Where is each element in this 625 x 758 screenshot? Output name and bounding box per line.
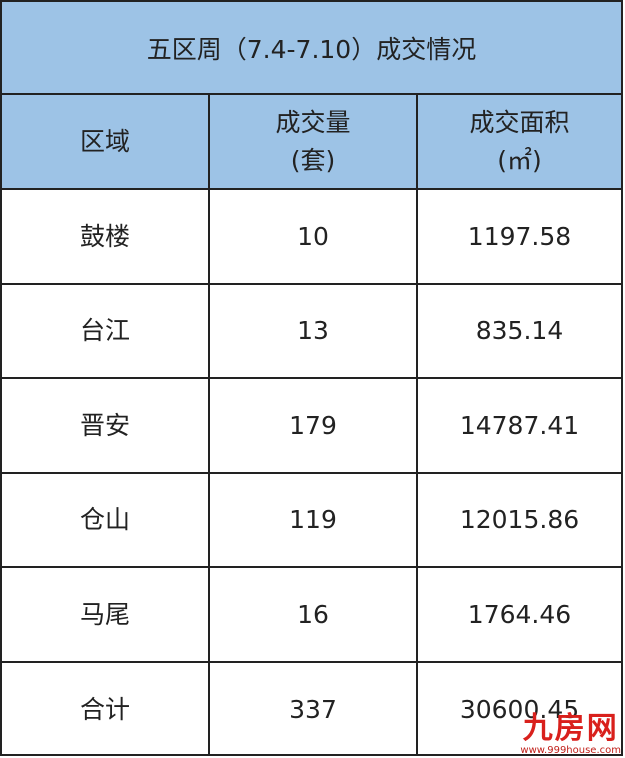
cell-volume: 337 [210, 663, 418, 756]
table-row: 合计 337 30600.45 [2, 663, 621, 756]
table-row: 马尾 16 1764.46 [2, 568, 621, 663]
table-row: 仓山 119 12015.86 [2, 474, 621, 568]
cell-area: 30600.45 [459, 694, 580, 724]
cell-district: 晋安 [2, 379, 210, 472]
cell-volume: 119 [210, 474, 418, 566]
cell-district: 台江 [2, 285, 210, 377]
table-row: 晋安 179 14787.41 [2, 379, 621, 474]
header-volume: 成交量 (套) [210, 95, 418, 188]
cell-district: 鼓楼 [2, 190, 210, 283]
watermark-logo-text: 九房网 [522, 711, 619, 746]
cell-volume: 16 [210, 568, 418, 661]
cell-district: 仓山 [2, 474, 210, 566]
cell-district: 合计 [2, 663, 210, 756]
cell-district: 马尾 [2, 568, 210, 661]
cell-volume: 179 [210, 379, 418, 472]
cell-area: 14787.41 [459, 410, 580, 440]
cell-volume: 13 [210, 285, 418, 377]
table-row: 台江 13 835.14 [2, 285, 621, 379]
header-district: 区域 [2, 95, 210, 188]
table-row: 鼓楼 10 1197.58 [2, 190, 621, 285]
table-title: 五区周（7.4-7.10）成交情况 [2, 2, 621, 95]
cell-area: 835.14 [475, 316, 564, 346]
header-row: 区域 成交量 (套) 成交面积 (㎡) [2, 95, 621, 190]
cell-area: 1764.46 [467, 599, 572, 629]
header-area: 成交面积 (㎡) [469, 108, 570, 175]
watermark-url: www.999house.com [520, 745, 621, 756]
watermark-logo: 九房网 www.999house.com [520, 711, 621, 757]
cell-area: 12015.86 [459, 505, 580, 535]
cell-area: 1197.58 [467, 221, 572, 251]
cell-volume: 10 [210, 190, 418, 283]
